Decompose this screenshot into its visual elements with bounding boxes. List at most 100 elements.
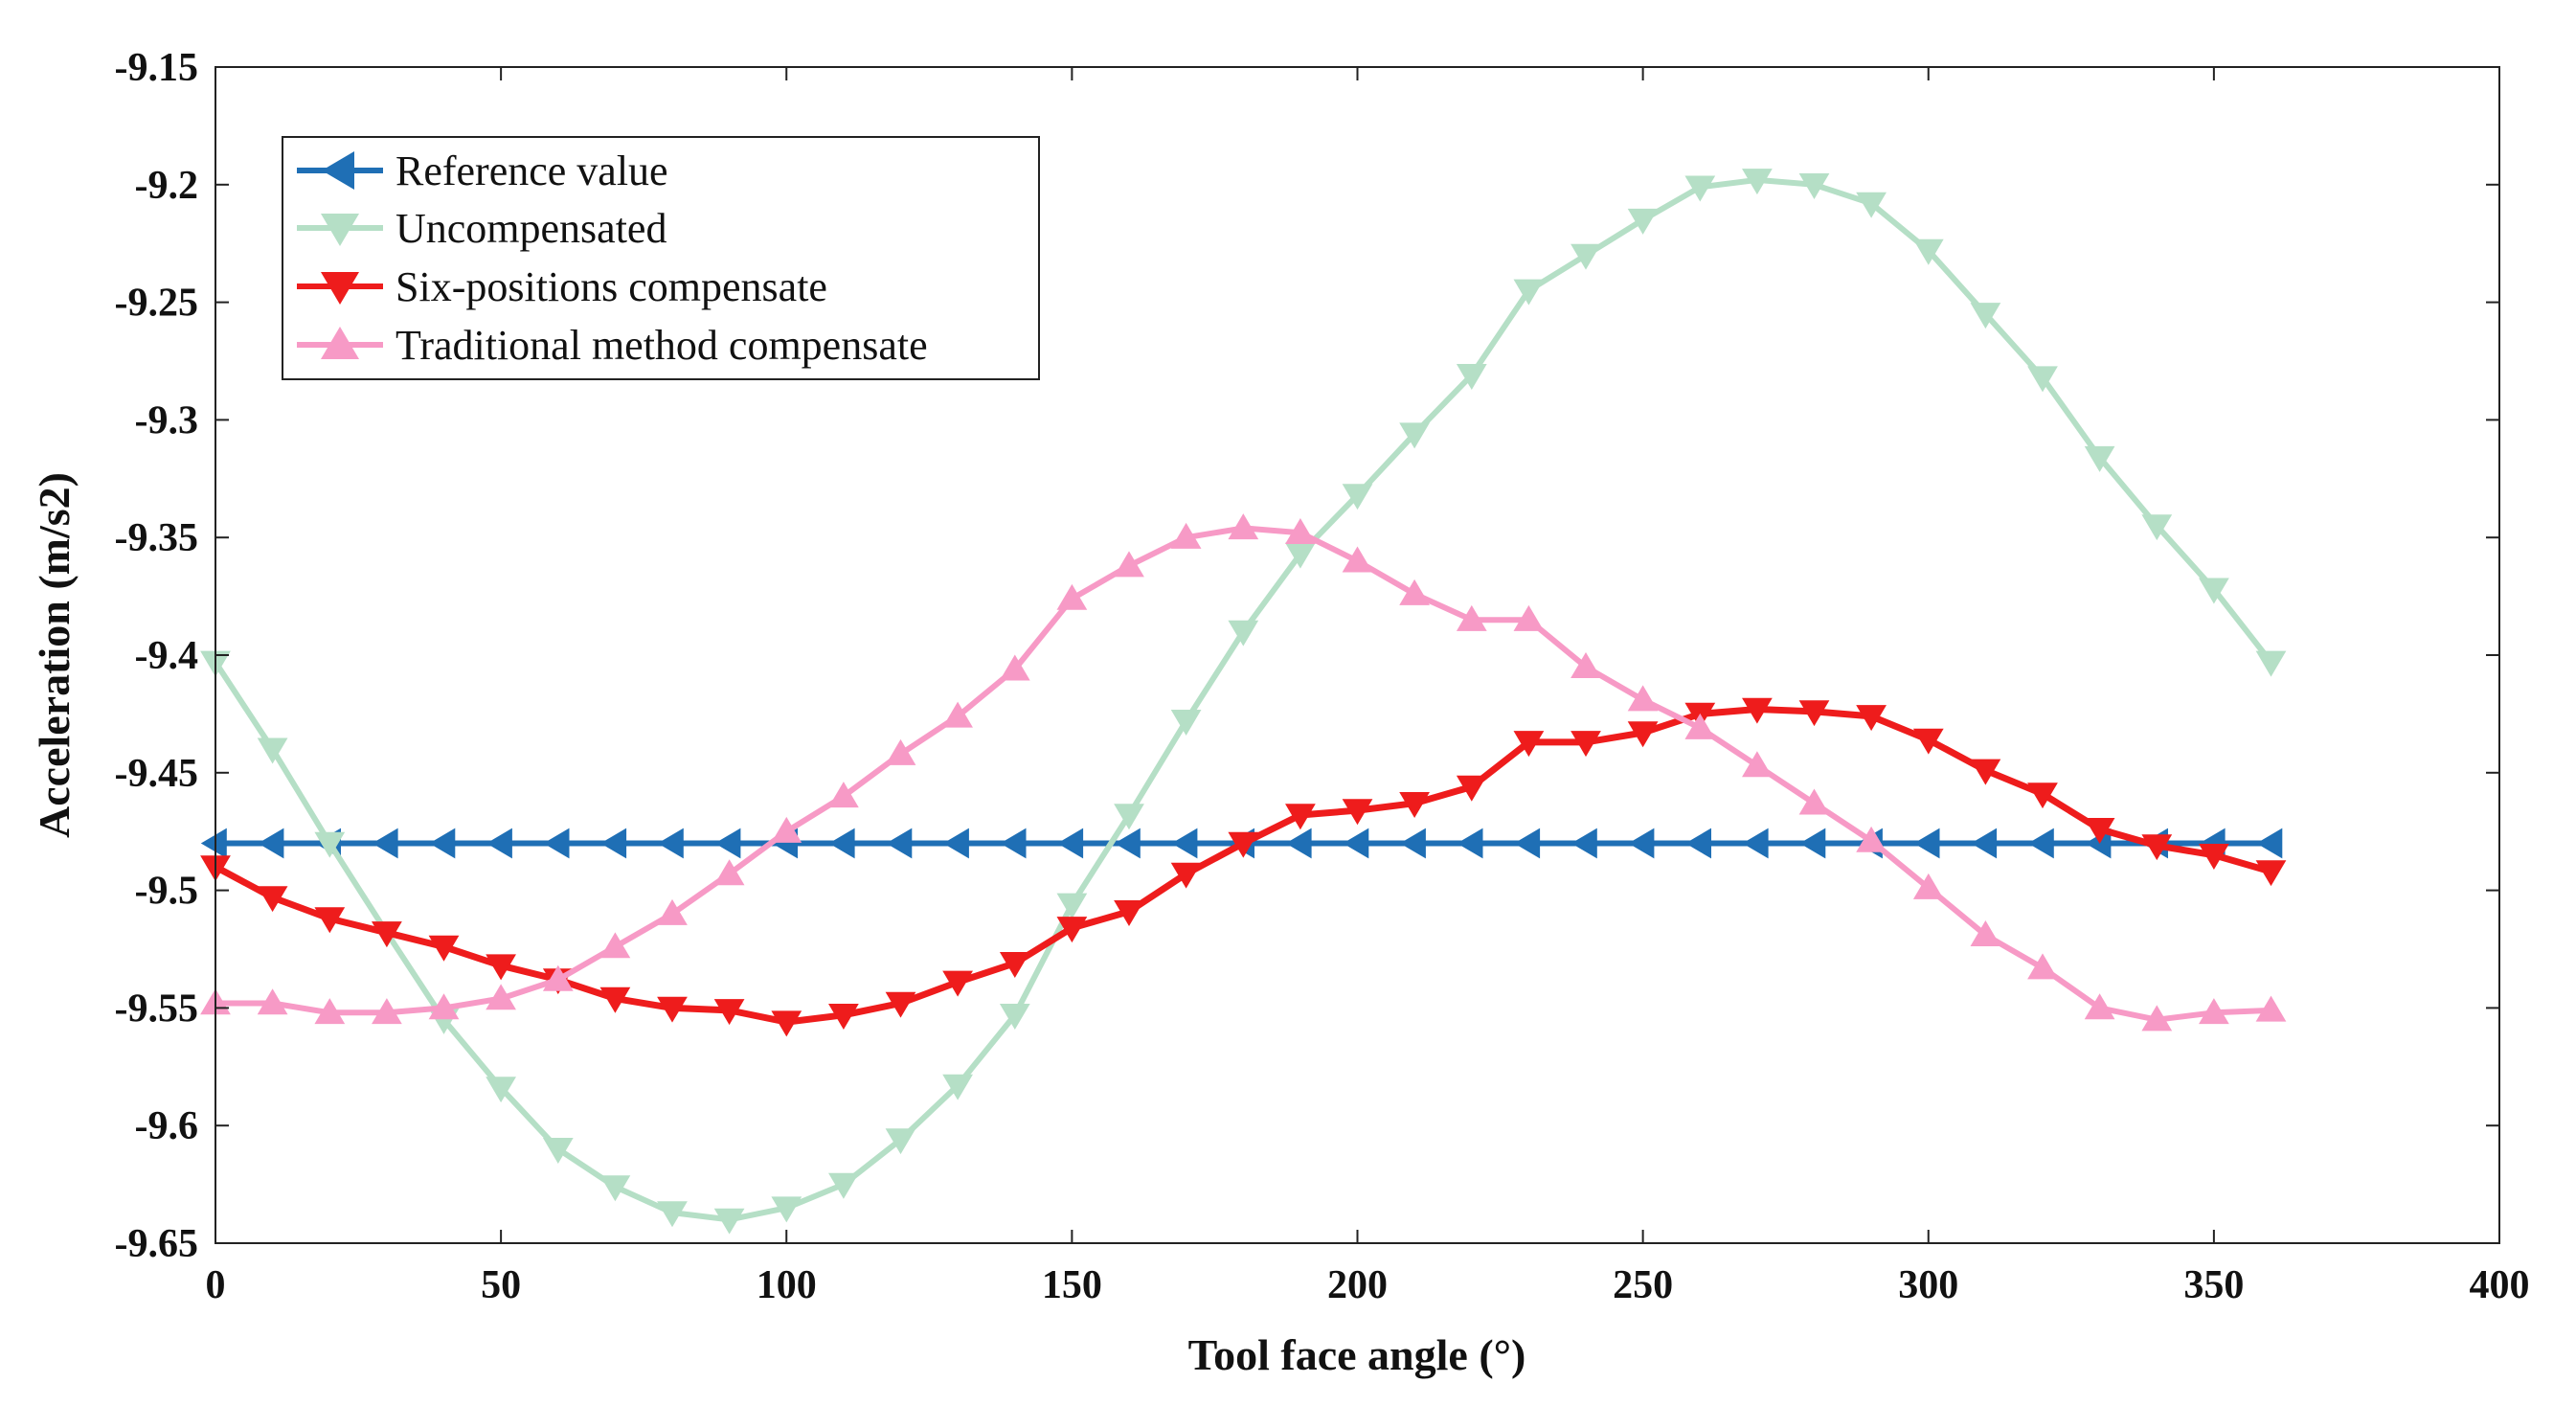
legend-label: Six-positions compensate — [395, 263, 827, 310]
data-point — [713, 1208, 745, 1235]
data-point — [1742, 169, 1773, 195]
data-point — [428, 935, 460, 962]
data-point — [599, 1175, 631, 1202]
data-point — [771, 1196, 802, 1223]
legend-entries: Reference value Uncompensated Six-position… — [297, 147, 928, 369]
data-point — [1570, 243, 1601, 270]
x-tick-label: 150 — [1042, 1263, 1102, 1307]
data-point — [828, 782, 859, 808]
data-point — [2199, 998, 2229, 1025]
legend-entry: Six-positions compensate — [297, 263, 827, 310]
data-point — [1056, 893, 1088, 919]
data-point — [1343, 828, 1369, 859]
data-point — [1170, 862, 1202, 889]
data-point — [543, 828, 570, 859]
data-point — [1913, 828, 1940, 859]
data-point — [886, 828, 913, 859]
data-point — [2141, 1005, 2173, 1032]
data-point — [2199, 578, 2229, 604]
data-point — [314, 831, 346, 858]
data-point — [999, 1004, 1030, 1030]
data-point — [486, 984, 516, 1010]
y-tick-label: -9.2 — [135, 164, 199, 208]
data-point — [1056, 583, 1088, 610]
data-point — [542, 964, 574, 991]
data-point — [1228, 831, 1259, 858]
series-layer — [200, 169, 2287, 1235]
x-axis-title: Tool face angle (°) — [1188, 1330, 1526, 1379]
legend-marker — [321, 214, 359, 246]
data-point — [999, 952, 1030, 978]
data-point — [828, 1172, 859, 1199]
legend-box — [282, 136, 1040, 380]
y-tick-label: -9.5 — [135, 870, 199, 914]
data-point — [1285, 828, 1312, 859]
data-point — [2027, 366, 2058, 393]
data-point — [1056, 917, 1088, 943]
data-point — [2084, 993, 2115, 1020]
data-point — [1114, 551, 1144, 578]
data-point — [1684, 175, 1716, 202]
data-point — [657, 898, 688, 925]
series-traditional-method-compensate — [200, 513, 2287, 1032]
data-point — [1742, 751, 1773, 778]
data-point — [1514, 828, 1541, 859]
data-point — [372, 998, 402, 1025]
data-point — [1228, 513, 1259, 540]
data-point — [2255, 650, 2287, 677]
x-tick-label: 250 — [1613, 1263, 1673, 1307]
data-point — [2084, 445, 2115, 472]
legend-marker — [321, 272, 359, 305]
data-point — [1399, 792, 1430, 818]
data-point — [1684, 713, 1716, 739]
data-point — [1970, 920, 2001, 946]
y-tick-label: -9.25 — [115, 282, 199, 326]
data-point — [1000, 828, 1027, 859]
data-point — [1742, 828, 1769, 859]
data-point — [713, 999, 745, 1026]
data-point — [1970, 759, 2001, 785]
data-point — [314, 998, 346, 1025]
data-point — [1513, 731, 1545, 758]
data-point — [1570, 731, 1601, 758]
data-point — [2141, 514, 2173, 541]
data-point — [1570, 652, 1601, 678]
data-point — [1457, 828, 1483, 859]
data-point — [942, 701, 973, 728]
data-point — [372, 921, 402, 948]
x-tick-label: 200 — [1327, 1263, 1388, 1307]
data-point — [599, 932, 631, 959]
data-point — [713, 859, 745, 886]
legend-label: Uncompensated — [395, 205, 667, 252]
data-point — [1114, 804, 1144, 830]
data-point — [2027, 782, 2058, 809]
data-point — [1912, 873, 1944, 899]
data-point — [1570, 828, 1597, 859]
y-tick-label: -9.35 — [115, 516, 199, 560]
data-point — [257, 737, 288, 764]
data-point — [486, 954, 516, 981]
data-point — [372, 828, 398, 859]
data-point — [1742, 697, 1773, 724]
data-point — [1856, 192, 1887, 218]
y-tick-label: -9.6 — [135, 1104, 199, 1148]
y-axis-title: Acceleration (m/s2) — [30, 472, 79, 838]
y-tick-label: -9.55 — [115, 986, 199, 1031]
data-point — [428, 993, 460, 1020]
series-uncompensated — [200, 169, 2287, 1235]
data-point — [1170, 710, 1202, 736]
data-point — [1285, 804, 1316, 830]
x-tick-label: 50 — [481, 1263, 521, 1307]
data-point — [1513, 604, 1545, 631]
data-point — [258, 828, 284, 859]
y-tick-label: -9.4 — [135, 634, 199, 678]
data-point — [1912, 728, 1944, 755]
data-point — [885, 738, 916, 765]
data-point — [1685, 828, 1711, 859]
legend-entry: Reference value — [297, 147, 668, 194]
data-point — [1798, 173, 1830, 199]
data-point — [600, 828, 627, 859]
data-point — [657, 996, 688, 1023]
legend: Reference value Uncompensated Six-position… — [282, 136, 1040, 380]
data-point — [1456, 364, 1487, 390]
